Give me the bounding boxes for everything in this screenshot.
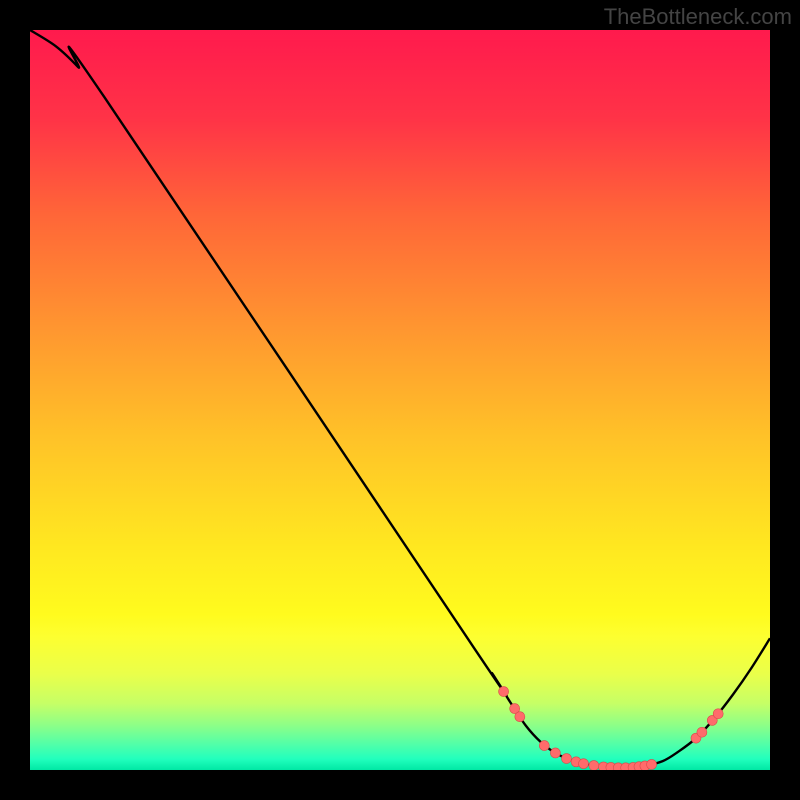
gradient-background bbox=[30, 30, 770, 770]
data-marker bbox=[697, 727, 707, 737]
data-marker bbox=[499, 687, 509, 697]
data-marker bbox=[562, 754, 572, 764]
data-marker bbox=[550, 748, 560, 758]
chart-svg bbox=[30, 30, 770, 770]
data-marker bbox=[579, 759, 589, 769]
chart-container bbox=[30, 30, 770, 770]
data-marker bbox=[515, 712, 525, 722]
data-marker bbox=[589, 761, 599, 770]
data-marker bbox=[713, 709, 723, 719]
watermark-text: TheBottleneck.com bbox=[604, 4, 792, 30]
data-marker bbox=[539, 741, 549, 751]
data-marker bbox=[647, 759, 657, 769]
